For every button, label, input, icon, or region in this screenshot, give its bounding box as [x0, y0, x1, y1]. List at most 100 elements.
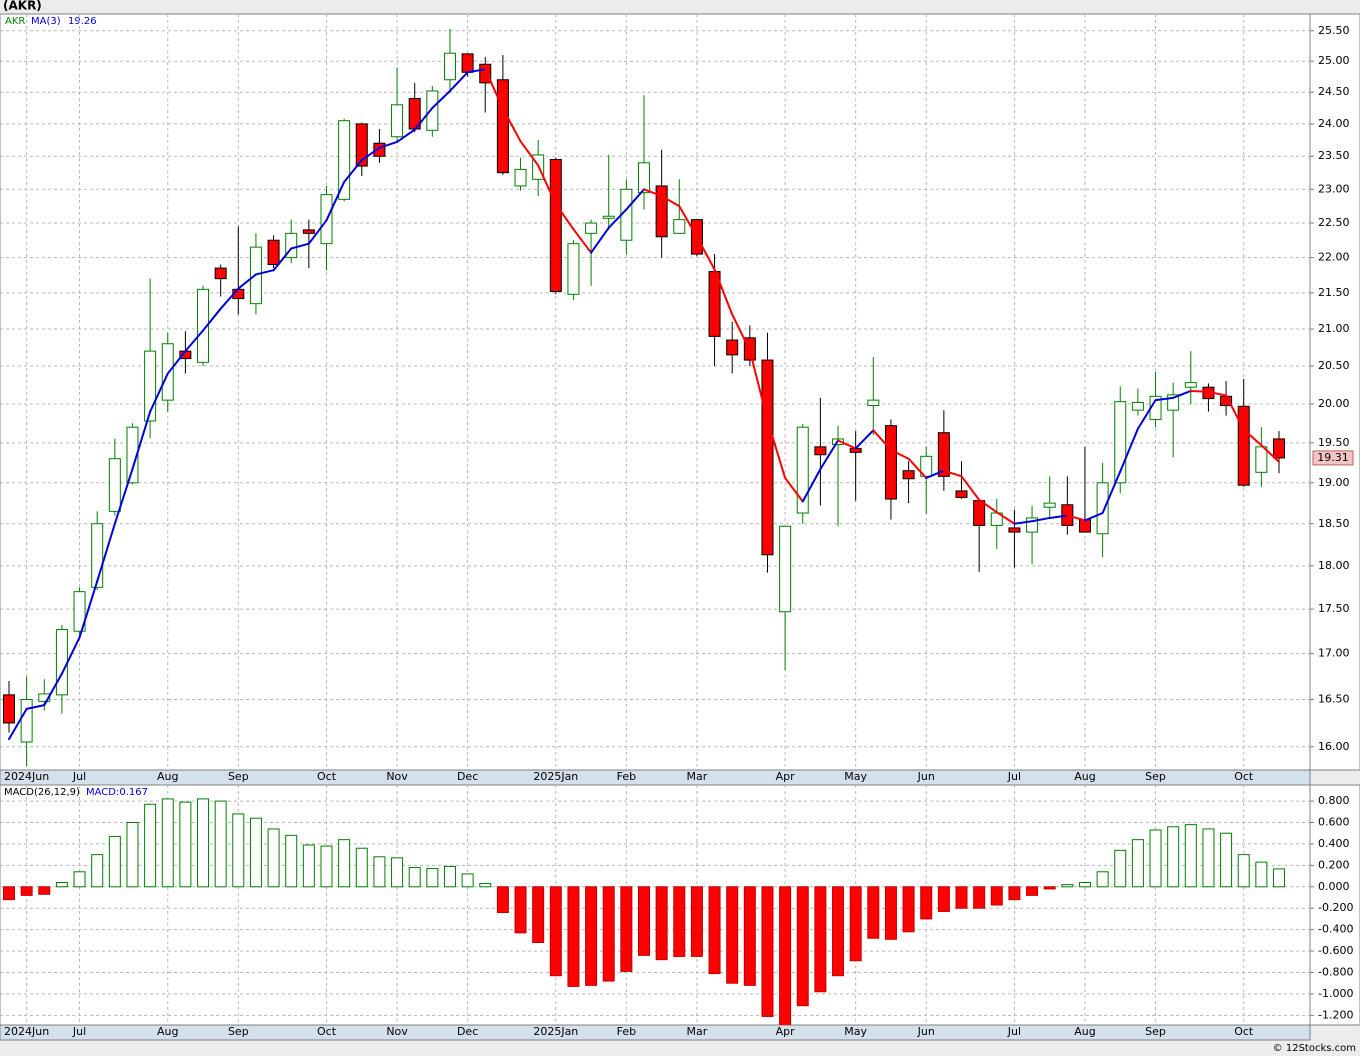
x-tick-label: May: [844, 770, 867, 783]
macd-bar: [38, 886, 51, 895]
macd-bar: [1061, 884, 1074, 888]
candle-body: [73, 591, 86, 632]
macd-bar: [585, 886, 598, 986]
candle-body: [1008, 527, 1021, 533]
macd-bar: [884, 886, 897, 940]
candle-body: [302, 229, 315, 234]
x-tick-label: 2025Jan: [533, 770, 578, 783]
ma-line: [166, 350, 187, 375]
macd-bar: [1096, 871, 1109, 888]
macd-bar: [267, 828, 280, 888]
ma-line: [325, 180, 346, 222]
y-tick-label: 23.50: [1318, 149, 1350, 162]
ma-line: [837, 439, 857, 450]
ma-line: [237, 273, 257, 290]
ma-line: [25, 704, 46, 710]
labels: 16.00 16.50 17.00 17.50 18.00 18.50 19.00 19.50…: [4, 24, 1354, 1038]
y-tick-label: 19.00: [1318, 476, 1350, 489]
x-tick-label: Aug: [1074, 1025, 1095, 1038]
macd-bar: [355, 847, 368, 888]
ma-line: [660, 194, 681, 208]
candle-body: [955, 490, 968, 498]
y-tick-label: 17.00: [1318, 647, 1350, 660]
y-tick-label: -0.200: [1318, 901, 1353, 914]
macd-bar: [443, 865, 456, 888]
macd-value: MACD:0.167: [86, 787, 148, 798]
ma-line: [396, 128, 416, 143]
macd-bar: [973, 886, 986, 909]
macd-bar: [197, 798, 210, 888]
x-tick-label: Jun: [917, 1025, 935, 1038]
ma-line: [784, 476, 804, 503]
y-tick-label: 0.200: [1318, 858, 1350, 871]
macd-bar: [426, 868, 439, 888]
candle-body: [1131, 401, 1144, 411]
ma-line: [766, 419, 787, 479]
ma-line: [625, 188, 645, 211]
y-tick-label: 21.50: [1318, 286, 1350, 299]
last-price-box: [1312, 450, 1354, 466]
macd-bar: [1131, 839, 1144, 888]
macd-bar: [726, 886, 739, 984]
macd-bar: [1114, 849, 1127, 888]
x-tick-label: Sep: [228, 1025, 249, 1038]
ma-line: [448, 71, 469, 92]
ma-line: [978, 498, 998, 514]
ma-line: [219, 287, 240, 310]
ma-line: [1101, 470, 1122, 514]
ma-line: [695, 235, 716, 271]
candle-body: [144, 350, 157, 422]
candle-body: [496, 79, 509, 174]
candle-body: [20, 699, 33, 743]
y-tick-label: 22.50: [1318, 216, 1350, 229]
candle-body: [779, 525, 792, 613]
x-tick-label: Oct: [1234, 1025, 1254, 1038]
macd-bar: [567, 886, 580, 987]
candle-body: [426, 90, 439, 131]
x-tick-label: Jul: [72, 770, 86, 783]
candle-body: [549, 159, 562, 292]
macd-bar: [91, 854, 104, 888]
ma-line: [678, 205, 698, 238]
y-tick-label: -0.600: [1318, 944, 1353, 957]
ma-line: [78, 580, 99, 639]
candle-body: [1078, 519, 1091, 533]
ma-line: [96, 522, 116, 583]
candle-body: [285, 232, 298, 259]
candle-body: [391, 104, 404, 138]
y-tick-label: 25.50: [1318, 24, 1350, 37]
candle-body: [161, 343, 174, 401]
y-tick-label: 16.50: [1318, 693, 1350, 706]
ma-line: [889, 448, 910, 460]
last-price-label: 19.31: [1317, 451, 1349, 464]
macd-bar: [1220, 832, 1233, 888]
candle-body: [867, 399, 880, 407]
macd-bar: [638, 886, 650, 956]
ma-line: [43, 672, 63, 707]
candle-body: [1255, 446, 1268, 473]
x-tick-label: Nov: [386, 1025, 408, 1038]
candle-body: [126, 426, 139, 484]
candle-body: [1114, 401, 1127, 484]
x-tick-label: Jul: [1007, 1025, 1021, 1038]
macd-bar: [814, 886, 827, 993]
y-tick-label: 18.00: [1318, 559, 1350, 572]
ma-line: [131, 410, 152, 471]
y-tick-label: -0.400: [1318, 923, 1353, 936]
candle-body: [761, 359, 774, 556]
y-tick-label: 24.00: [1318, 117, 1350, 130]
macd-bar: [461, 873, 474, 888]
x-tick-label: Feb: [617, 770, 636, 783]
ma-line: [872, 429, 892, 451]
macd-bar: [232, 813, 245, 888]
ma-line: [378, 140, 399, 149]
y-tick-label: 25.00: [1318, 54, 1350, 67]
candle-body: [796, 426, 809, 514]
ma-line: [942, 469, 963, 478]
x-tick-label: 2024Jun: [4, 1025, 49, 1038]
macd-bar: [620, 886, 633, 972]
macd-bar: [249, 817, 262, 888]
x-tick-label: Dec: [457, 1025, 478, 1038]
ma-line: [1048, 514, 1069, 519]
macd-bar: [955, 886, 968, 909]
